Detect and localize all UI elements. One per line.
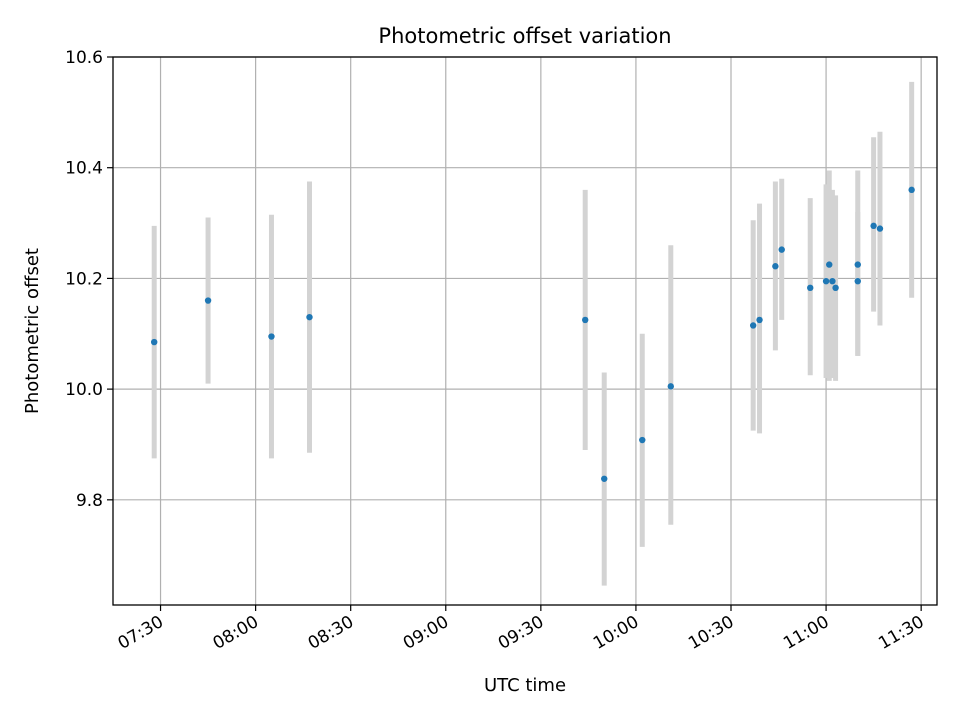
data-point — [829, 277, 836, 285]
data-point — [601, 475, 608, 482]
data-point — [772, 263, 779, 270]
y-tick-label: 9.8 — [76, 491, 103, 511]
data-point — [826, 261, 833, 268]
y-axis: 9.8 10.0 10.2 10.4 10.6 — [65, 48, 113, 511]
data-point — [749, 322, 757, 329]
data-point — [908, 186, 915, 194]
data-point — [876, 225, 884, 232]
y-tick-label: 10.0 — [65, 380, 103, 400]
x-axis-title: UTC time — [484, 675, 566, 696]
data-point — [778, 246, 785, 253]
data-point — [667, 383, 674, 390]
y-tick-label: 10.2 — [65, 269, 103, 289]
data-point — [854, 261, 861, 268]
data-point — [854, 277, 861, 285]
plot-frame — [112, 56, 938, 606]
data-point — [306, 313, 313, 321]
chart-title: Photometric offset variation — [378, 24, 671, 48]
data-points — [151, 186, 915, 482]
data-point — [870, 222, 877, 230]
y-tick-label: 10.6 — [65, 48, 103, 68]
data-point — [268, 333, 275, 340]
data-point — [151, 338, 158, 346]
data-point — [639, 436, 646, 444]
data-point — [204, 297, 212, 304]
data-point — [822, 277, 830, 285]
data-point — [582, 316, 589, 324]
y-tick-label: 10.4 — [65, 159, 103, 179]
data-point — [832, 284, 839, 292]
data-point — [756, 316, 763, 324]
y-axis-title: Photometric offset — [22, 248, 43, 414]
data-point — [807, 284, 814, 292]
